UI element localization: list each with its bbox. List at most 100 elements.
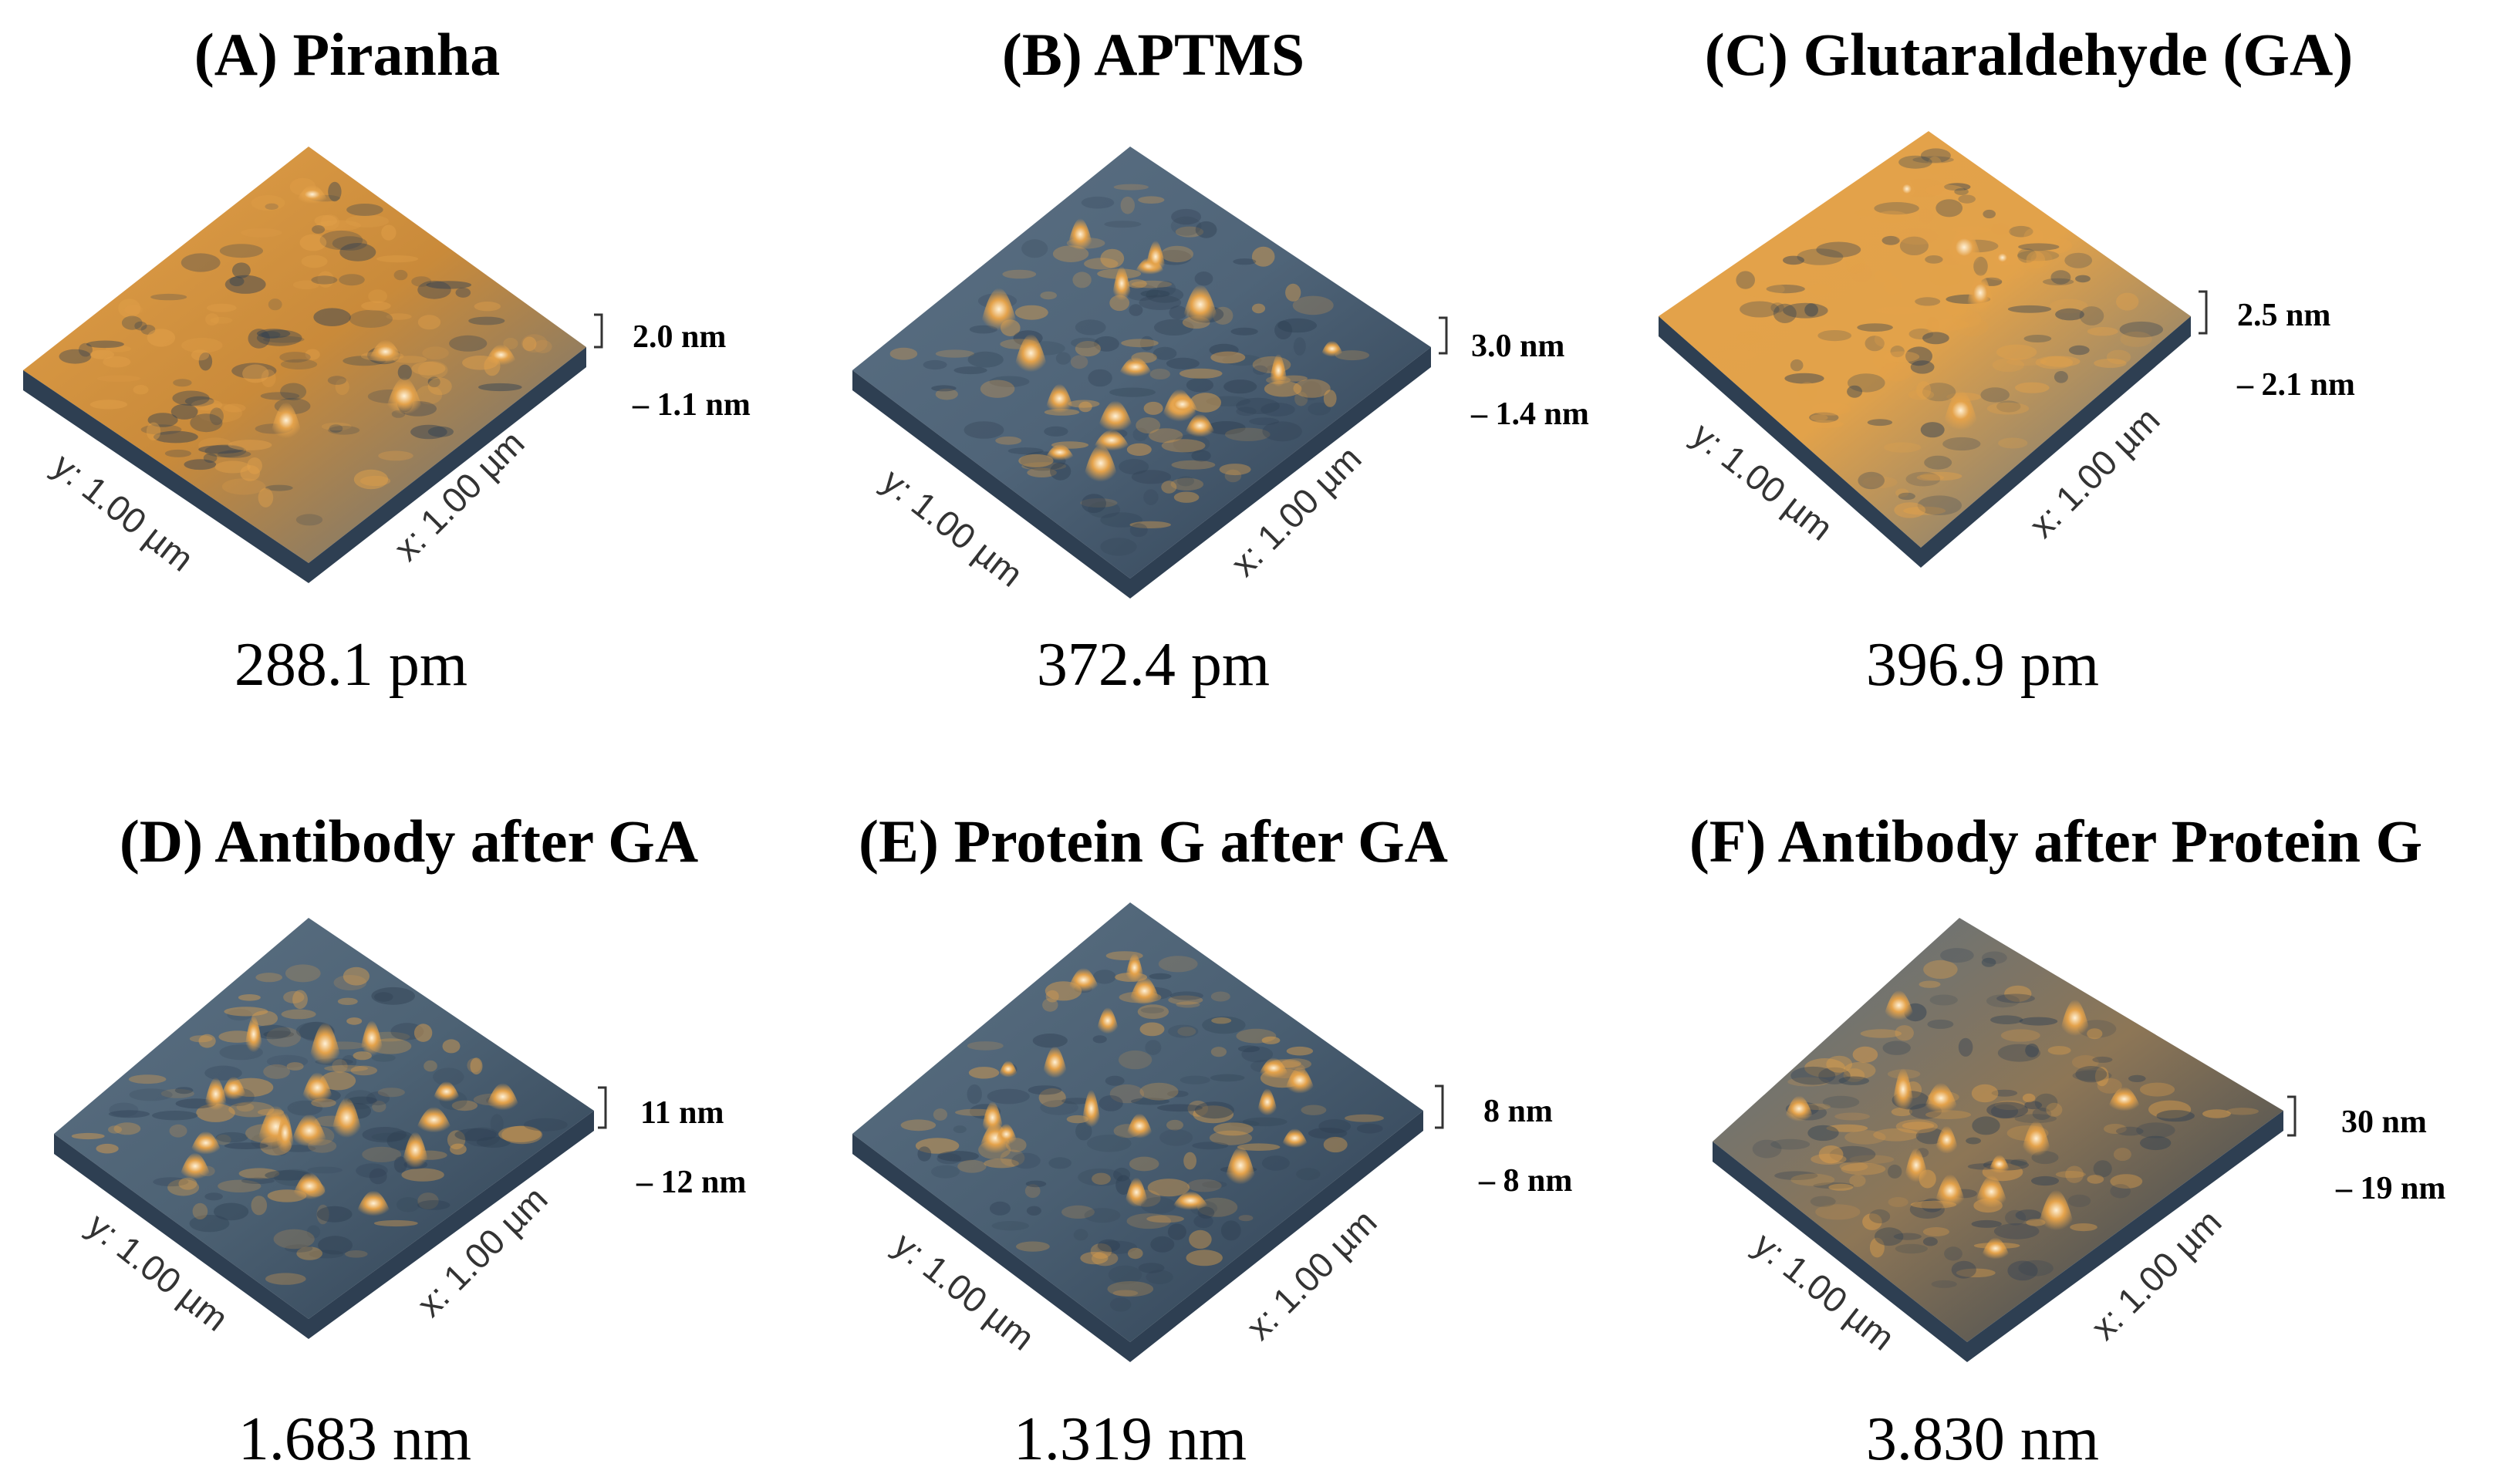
surface-texture bbox=[1038, 1088, 1066, 1108]
surface-texture bbox=[2025, 1044, 2039, 1057]
surface-texture bbox=[1183, 1152, 1196, 1170]
surface-texture bbox=[989, 1201, 1011, 1216]
surface-texture bbox=[424, 1060, 437, 1072]
surface-texture bbox=[1944, 1246, 1962, 1261]
surface-texture bbox=[268, 298, 282, 311]
surface-texture bbox=[1804, 303, 1818, 317]
surface-texture bbox=[1014, 305, 1048, 320]
surface-top-face bbox=[1713, 918, 2283, 1342]
surface-texture bbox=[1233, 258, 1257, 265]
surface-texture bbox=[292, 280, 319, 290]
surface-texture bbox=[240, 465, 261, 481]
z-min-label: – 1.4 nm bbox=[1470, 396, 1589, 432]
surface-texture bbox=[889, 347, 918, 360]
surface-texture bbox=[1236, 1028, 1277, 1044]
surface-texture bbox=[1809, 283, 1831, 295]
surface-texture bbox=[2093, 1160, 2112, 1178]
z-scale-bar bbox=[2287, 1095, 2297, 1137]
surface-side-face bbox=[1130, 1111, 1423, 1362]
surface-texture bbox=[991, 1221, 1029, 1231]
surface-texture bbox=[2055, 308, 2084, 321]
roughness-value: 1.319 nm bbox=[1013, 1405, 1247, 1473]
surface-peak bbox=[1979, 1237, 2011, 1260]
surface-texture bbox=[1811, 402, 1851, 416]
afm-surface-image: 2.0 nm – 1.1 nm y: 1.00 µm x: 1.00 µm bbox=[23, 147, 751, 583]
surface-texture bbox=[1161, 245, 1193, 263]
surface-texture bbox=[2140, 1135, 2172, 1151]
surface-texture bbox=[1318, 1119, 1352, 1134]
surface-side-face bbox=[54, 1134, 309, 1339]
surface-texture bbox=[2148, 1100, 2192, 1119]
surface-texture bbox=[1917, 495, 1962, 515]
surface-texture bbox=[1924, 455, 1952, 470]
surface-texture bbox=[417, 315, 441, 330]
surface-texture bbox=[1335, 350, 1369, 361]
surface-texture bbox=[1797, 248, 1844, 265]
surface-texture bbox=[1818, 1067, 1851, 1084]
surface-texture bbox=[366, 1091, 390, 1106]
surface-texture bbox=[1811, 1153, 1847, 1165]
surface-texture bbox=[1132, 427, 1148, 442]
surface-peak bbox=[220, 1077, 248, 1100]
surface-texture bbox=[1920, 422, 1945, 438]
surface-texture bbox=[1929, 266, 1962, 287]
surface-peak bbox=[1965, 272, 1996, 313]
surface-texture bbox=[1927, 156, 1942, 175]
surface-texture bbox=[324, 1064, 368, 1072]
surface-texture bbox=[1826, 1055, 1853, 1073]
surface-side-face bbox=[852, 370, 1130, 599]
surface-texture bbox=[321, 422, 352, 431]
surface-peak bbox=[1125, 1113, 1154, 1138]
surface-texture bbox=[1915, 297, 1941, 306]
surface-texture bbox=[1126, 284, 1159, 301]
surface-texture bbox=[241, 228, 282, 238]
surface-texture bbox=[1139, 336, 1154, 351]
surface-texture bbox=[223, 403, 246, 413]
surface-texture bbox=[2024, 1101, 2043, 1110]
surface-texture bbox=[1935, 199, 1963, 218]
surface-texture bbox=[1139, 1022, 1165, 1037]
surface-texture bbox=[1223, 379, 1257, 394]
surface-texture bbox=[1912, 156, 1954, 164]
surface-peak bbox=[1934, 1125, 1959, 1154]
surface-texture bbox=[2055, 1171, 2086, 1179]
surface-texture bbox=[96, 375, 141, 383]
surface-texture bbox=[345, 1250, 368, 1258]
surface-top-face bbox=[54, 918, 594, 1319]
surface-texture bbox=[1180, 1075, 1210, 1084]
surface-texture bbox=[317, 271, 334, 288]
surface-texture bbox=[261, 331, 281, 339]
surface-texture bbox=[1997, 1044, 2040, 1062]
surface-texture bbox=[1161, 439, 1206, 453]
surface-texture bbox=[2128, 1074, 2146, 1082]
surface-side-face bbox=[309, 347, 586, 583]
surface-texture bbox=[1790, 1066, 1836, 1085]
surface-texture bbox=[1237, 1045, 1260, 1053]
surface-texture bbox=[1206, 396, 1251, 406]
surface-texture bbox=[189, 1215, 230, 1233]
surface-texture bbox=[373, 1219, 418, 1227]
surface-peak bbox=[1095, 1007, 1120, 1034]
surface-texture bbox=[968, 1067, 1000, 1079]
surface-texture bbox=[935, 349, 974, 358]
surface-texture bbox=[134, 321, 147, 331]
surface-texture bbox=[381, 224, 397, 241]
surface-texture bbox=[279, 352, 311, 363]
surface-texture bbox=[1128, 1247, 1143, 1260]
surface-peak bbox=[2037, 1189, 2076, 1231]
surface-texture bbox=[1881, 235, 1900, 245]
surface-texture bbox=[1261, 1036, 1281, 1044]
surface-texture bbox=[1224, 469, 1242, 483]
surface-texture bbox=[335, 378, 349, 396]
surface-peak bbox=[203, 1078, 228, 1111]
surface-peak bbox=[1124, 953, 1145, 982]
surface-texture bbox=[1782, 275, 1799, 285]
surface-texture bbox=[1109, 1297, 1132, 1312]
surface-texture bbox=[369, 1168, 387, 1185]
surface-texture bbox=[1112, 1290, 1139, 1297]
surface-texture bbox=[2079, 306, 2104, 325]
surface-texture bbox=[474, 302, 501, 312]
surface-texture bbox=[957, 1159, 987, 1173]
surface-texture bbox=[292, 990, 308, 1010]
surface-texture bbox=[285, 1244, 313, 1253]
